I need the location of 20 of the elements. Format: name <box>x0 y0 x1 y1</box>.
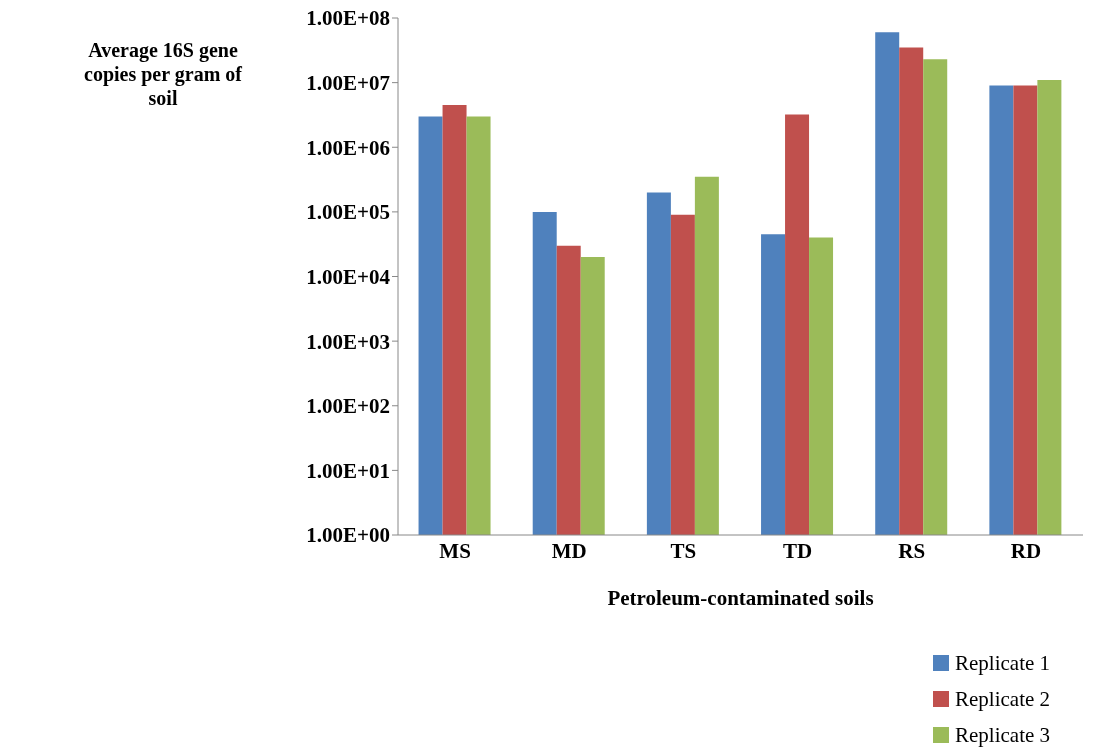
y-tick-label: 1.00E+02 <box>306 394 390 419</box>
y-tick-label: 1.00E+01 <box>306 458 390 483</box>
x-tick-label: MS <box>439 538 471 563</box>
y-tick-label: 1.00E+03 <box>306 329 390 354</box>
x-axis-title: Petroleum-contaminated soils <box>607 586 874 610</box>
y-tick-label: 1.00E+08 <box>306 6 390 31</box>
x-tick-label: RS <box>898 538 926 563</box>
y-tick-label: 1.00E+07 <box>306 71 390 96</box>
y-axis-title: Average 16S gene copies per gram of soil <box>83 38 243 110</box>
x-tick-label: TD <box>782 538 813 563</box>
x-tick-label: RD <box>1010 538 1042 563</box>
y-tick-label: 1.00E+04 <box>306 264 391 289</box>
y-tick-label: 1.00E+00 <box>306 523 390 548</box>
legend-label: Replicate 1 <box>955 650 1051 677</box>
y-tick-label: 1.00E+06 <box>306 135 390 160</box>
legend-label: Replicate 3 <box>955 722 1051 749</box>
legend-label: Replicate 2 <box>955 686 1051 713</box>
y-tick-label: 1.00E+05 <box>306 200 390 225</box>
x-tick-label: MD <box>551 538 587 563</box>
x-tick-label: TS <box>670 538 697 563</box>
